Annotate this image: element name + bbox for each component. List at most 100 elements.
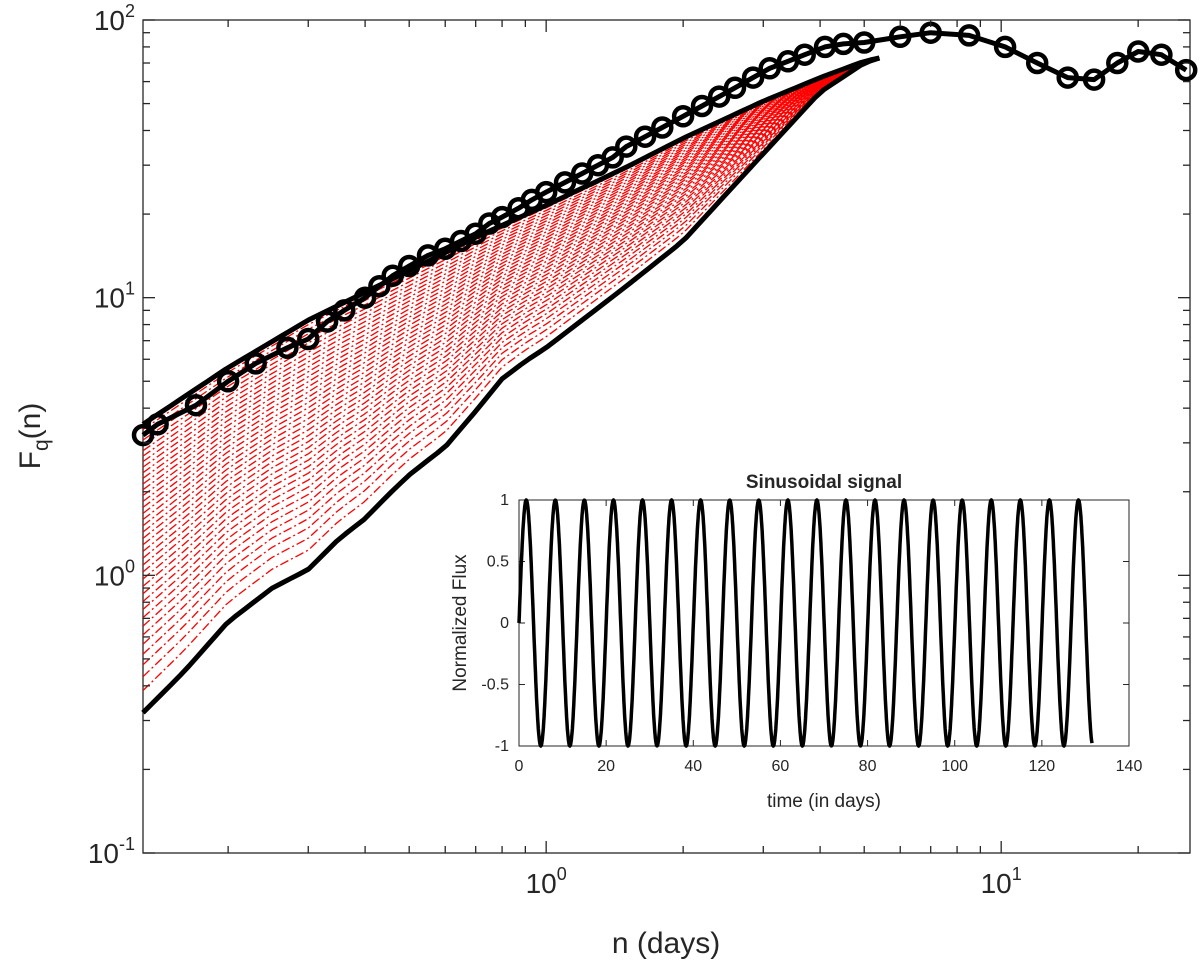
- red-dashdot-family: [142, 57, 880, 714]
- data-point-marker: [131, 423, 155, 447]
- data-point-marker: [297, 327, 320, 351]
- data-point-marker: [490, 205, 514, 229]
- y-tick-label: 102: [94, 1, 135, 36]
- x-tick-label-exponent: 0: [557, 864, 567, 884]
- y-tick-label-exponent: -1: [119, 834, 135, 854]
- data-point-marker: [1082, 68, 1106, 91]
- inset-x-tick-label: 0: [515, 758, 524, 775]
- red-dashdot-line: [142, 57, 880, 573]
- data-point-marker: [1150, 43, 1173, 66]
- red-dashdot-line: [142, 57, 880, 602]
- x-axis-title: n (days): [612, 927, 720, 960]
- y-tick-label-base: 10: [94, 560, 125, 591]
- data-point-marker: [601, 146, 624, 169]
- data-point-marker: [758, 57, 781, 80]
- data-point-marker: [353, 286, 377, 309]
- red-dashdot-line: [142, 57, 880, 539]
- data-point-marker: [184, 393, 208, 417]
- red-dashdot-line: [142, 57, 880, 627]
- red-dashdot-line: [142, 57, 880, 491]
- red-dashdot-line: [142, 57, 880, 468]
- red-dashdot-line: [142, 57, 880, 463]
- red-dashdot-line: [142, 57, 880, 559]
- red-dashdot-line: [142, 57, 880, 514]
- x-tick-label-base: 10: [526, 868, 557, 899]
- main-ticks: [143, 19, 1190, 854]
- y-tick-label-base: 10: [88, 838, 119, 869]
- data-point-marker: [1174, 58, 1198, 82]
- data-point-marker: [852, 31, 876, 54]
- data-point-marker: [534, 180, 558, 204]
- data-point-marker: [276, 336, 299, 360]
- red-dashdot-line: [142, 57, 880, 533]
- data-point-marker: [793, 43, 816, 66]
- inset-y-tick-label: -0.5: [481, 677, 509, 694]
- data-point-marker: [723, 76, 747, 100]
- red-dashdot-line: [142, 57, 880, 580]
- data-point-marker: [957, 24, 981, 47]
- data-point-marker: [690, 94, 714, 118]
- data-point-marker: [1106, 51, 1129, 75]
- inset-axes: 0 20 40 60 80 100 120 140 -1 -0.5 0 0.5 1 Sinusoidal…: [450, 472, 1142, 812]
- y-axis-title-main: F: [14, 451, 47, 469]
- red-dashdot-line: [142, 57, 880, 446]
- inset-y-axis-title: Normalized Flux: [450, 554, 471, 692]
- y-axis-title-sub: q: [30, 439, 53, 451]
- red-dashdot-line: [142, 57, 880, 508]
- y-tick-label: 100: [94, 556, 135, 591]
- inset-tick-labels: 0 20 40 60 80 100 120 140 -1 -0.5 0 0.5 1: [481, 492, 1142, 775]
- data-point-marker: [651, 116, 674, 139]
- data-point-marker: [381, 264, 404, 287]
- inset-y-tick-label: 0.5: [487, 554, 509, 571]
- red-dashdot-line: [142, 57, 880, 655]
- inset-x-tick-label: 20: [597, 758, 615, 775]
- red-dashdot-line: [142, 57, 880, 587]
- red-dashdot-line: [142, 57, 880, 666]
- red-dashdot-line: [142, 57, 880, 610]
- inset-ticks: [518, 499, 1130, 747]
- inset-x-tick-label: 120: [1029, 758, 1056, 775]
- red-dashdot-line: [142, 57, 880, 474]
- red-dashdot-line: [142, 57, 880, 691]
- red-dashdot-line: [142, 57, 880, 595]
- red-dashdot-line: [142, 57, 880, 527]
- y-axis-title: Fq(n): [14, 403, 53, 470]
- y-tick-label: 101: [94, 279, 135, 314]
- data-point-marker: [216, 370, 240, 393]
- data-point-marker: [615, 135, 638, 158]
- red-dashdot-line: [142, 57, 880, 479]
- y-tick-label-exponent: 0: [125, 556, 135, 576]
- red-dashdot-line: [142, 57, 880, 552]
- inset-y-tick-label: -1: [495, 738, 509, 755]
- x-tick-label-base: 10: [981, 868, 1012, 899]
- data-point-marker: [244, 352, 267, 375]
- data-point-marker: [741, 66, 765, 89]
- data-point-marker: [1126, 40, 1150, 63]
- y-tick-label: 10-1: [88, 834, 135, 869]
- inset-title: Sinusoidal signal: [746, 472, 902, 493]
- inset-y-tick-label: 1: [500, 492, 509, 509]
- inset-x-tick-label: 40: [684, 758, 702, 775]
- y-tick-label-base: 10: [94, 5, 125, 36]
- x-tick-label: 100: [526, 864, 567, 899]
- red-dashdot-line: [142, 57, 880, 645]
- inset-y-tick-label: 0: [500, 615, 509, 632]
- data-point-marker: [333, 299, 356, 322]
- red-dashdot-line: [142, 57, 880, 636]
- data-point-marker: [832, 32, 855, 56]
- red-dashdot-line: [142, 57, 880, 457]
- inset-x-tick-label: 140: [1116, 758, 1143, 775]
- main-markers: [131, 21, 1198, 447]
- data-point-marker: [633, 125, 657, 148]
- data-point-marker: [888, 25, 912, 49]
- data-point-marker: [1056, 66, 1079, 89]
- data-point-marker: [993, 35, 1017, 59]
- lower-envelope-line: [141, 55, 881, 715]
- red-dashdot-line: [142, 57, 880, 521]
- data-point-marker: [368, 274, 391, 298]
- x-tick-label: 101: [981, 864, 1022, 899]
- red-dashdot-line: [142, 57, 880, 566]
